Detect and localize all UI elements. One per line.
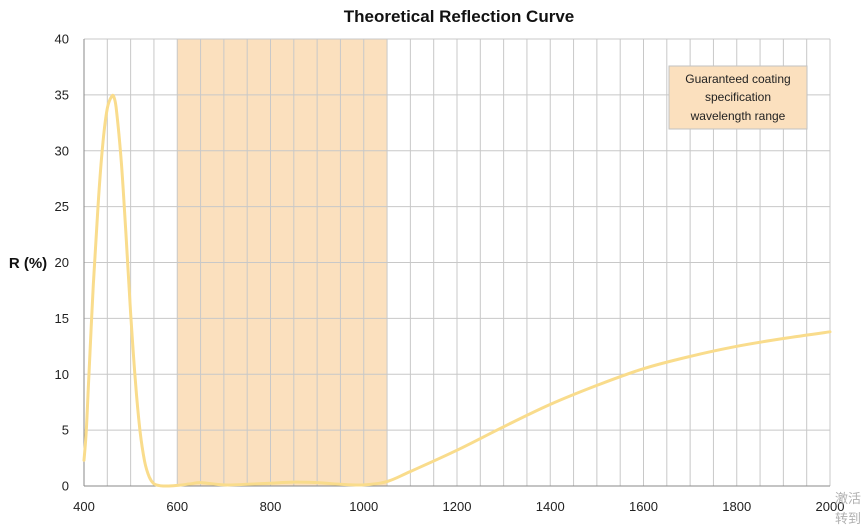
x-tick-label: 1400 — [536, 499, 565, 514]
y-tick-label: 15 — [55, 311, 69, 326]
x-tick-label: 400 — [73, 499, 95, 514]
x-tick-label: 1200 — [443, 499, 472, 514]
annotation-line: wavelength range — [690, 109, 786, 123]
x-tick-label: 1600 — [629, 499, 658, 514]
grid — [83, 38, 831, 487]
watermark-line: 转到 — [835, 512, 861, 527]
x-tick-label: 600 — [166, 499, 188, 514]
y-tick-label: 5 — [62, 423, 69, 438]
y-tick-label: 40 — [55, 32, 69, 47]
x-tick-label: 1000 — [349, 499, 378, 514]
y-tick-label: 0 — [62, 479, 69, 494]
annotation-line: specification — [705, 90, 771, 104]
y-tick-label: 10 — [55, 367, 69, 382]
y-axis-label: R (%) — [9, 255, 47, 272]
y-tick-label: 30 — [55, 143, 69, 158]
reflection-curve — [82, 93, 832, 488]
x-tick-label: 800 — [260, 499, 282, 514]
chart-title: Theoretical Reflection Curve — [344, 7, 575, 26]
x-tick-labels: 400 600 800 1000 1200 1400 1600 1800 2000 — [73, 499, 844, 514]
x-tick-label: 2000 — [816, 499, 845, 514]
y-tick-label: 20 — [55, 255, 69, 270]
annotation-box: Guaranteed coating specification wavelen… — [668, 65, 808, 130]
y-tick-label: 35 — [55, 87, 69, 102]
watermark: 激活 转到 — [835, 492, 861, 527]
annotation-line: Guaranteed coating — [685, 72, 790, 86]
x-tick-label: 1800 — [722, 499, 751, 514]
annotation-background — [668, 65, 808, 130]
y-tick-labels: 0 5 10 15 20 25 30 35 40 — [55, 32, 69, 494]
y-tick-label: 25 — [55, 199, 69, 214]
watermark-line: 激活 — [835, 492, 861, 507]
